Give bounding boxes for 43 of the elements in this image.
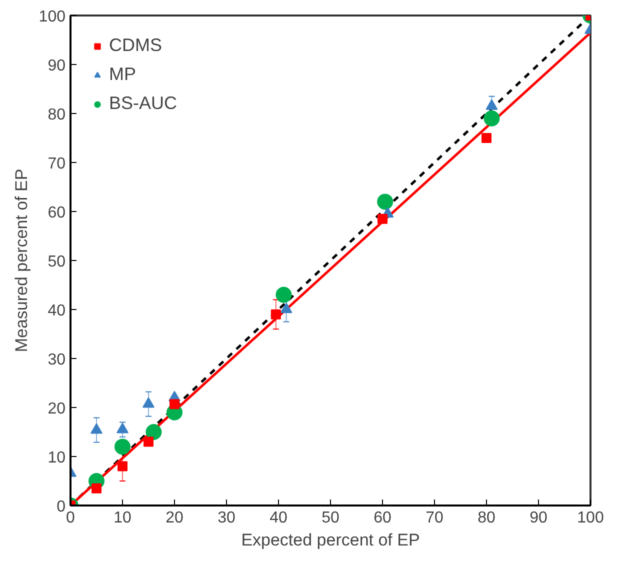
legend-label: MP — [109, 64, 136, 85]
x-tick-label: 50 — [322, 510, 340, 526]
x-tick-label: 60 — [374, 510, 392, 526]
y-tick-label: 80 — [48, 106, 66, 124]
point — [276, 286, 292, 303]
legend-label: CDMS — [109, 35, 162, 56]
point — [144, 436, 154, 447]
y-tick-label: 70 — [48, 156, 66, 172]
point — [486, 99, 498, 110]
legend-label: BS-AUC — [109, 93, 178, 114]
x-tick-label: 40 — [270, 510, 288, 526]
y-tick-label: 20 — [48, 400, 66, 418]
x-tick-label: 10 — [114, 510, 132, 526]
point — [92, 483, 102, 494]
y-tick-label: 60 — [48, 204, 66, 222]
y-tick-label: 30 — [48, 352, 66, 368]
point — [114, 438, 130, 455]
point — [170, 399, 180, 410]
x-tick-label: 70 — [426, 510, 444, 526]
point — [270, 309, 281, 320]
y-tick-label: 90 — [48, 58, 66, 74]
point — [90, 423, 102, 434]
y-tick-label: 50 — [48, 254, 66, 270]
x-tick-label: 100 — [577, 510, 604, 526]
point — [118, 461, 128, 472]
point — [116, 422, 128, 434]
point — [280, 302, 292, 314]
x-axis-title: Expected percent of EP — [241, 530, 420, 550]
point — [484, 110, 500, 126]
y-tick-label: 40 — [48, 302, 66, 320]
y-tick-label: 10 — [48, 450, 66, 466]
x-tick-label: 30 — [218, 510, 236, 526]
point — [146, 424, 162, 440]
y-tick-label: 100 — [38, 8, 66, 26]
point — [142, 397, 154, 408]
x-tick-label: 90 — [530, 510, 548, 526]
x-tick-label: 20 — [166, 510, 184, 526]
point — [377, 194, 394, 210]
y-tick-label: 0 — [56, 498, 66, 516]
point — [482, 133, 492, 143]
x-tick-label: 80 — [478, 510, 496, 526]
y-axis-title: Measured percent of EP — [12, 168, 31, 352]
point — [378, 214, 388, 224]
